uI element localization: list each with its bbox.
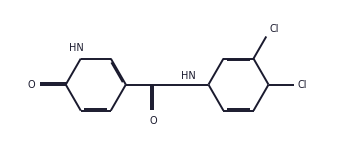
Text: HN: HN <box>181 71 195 81</box>
Text: Cl: Cl <box>297 80 307 90</box>
Text: Cl: Cl <box>270 24 279 34</box>
Text: HN: HN <box>69 43 84 53</box>
Text: O: O <box>149 116 157 126</box>
Text: O: O <box>28 80 35 90</box>
